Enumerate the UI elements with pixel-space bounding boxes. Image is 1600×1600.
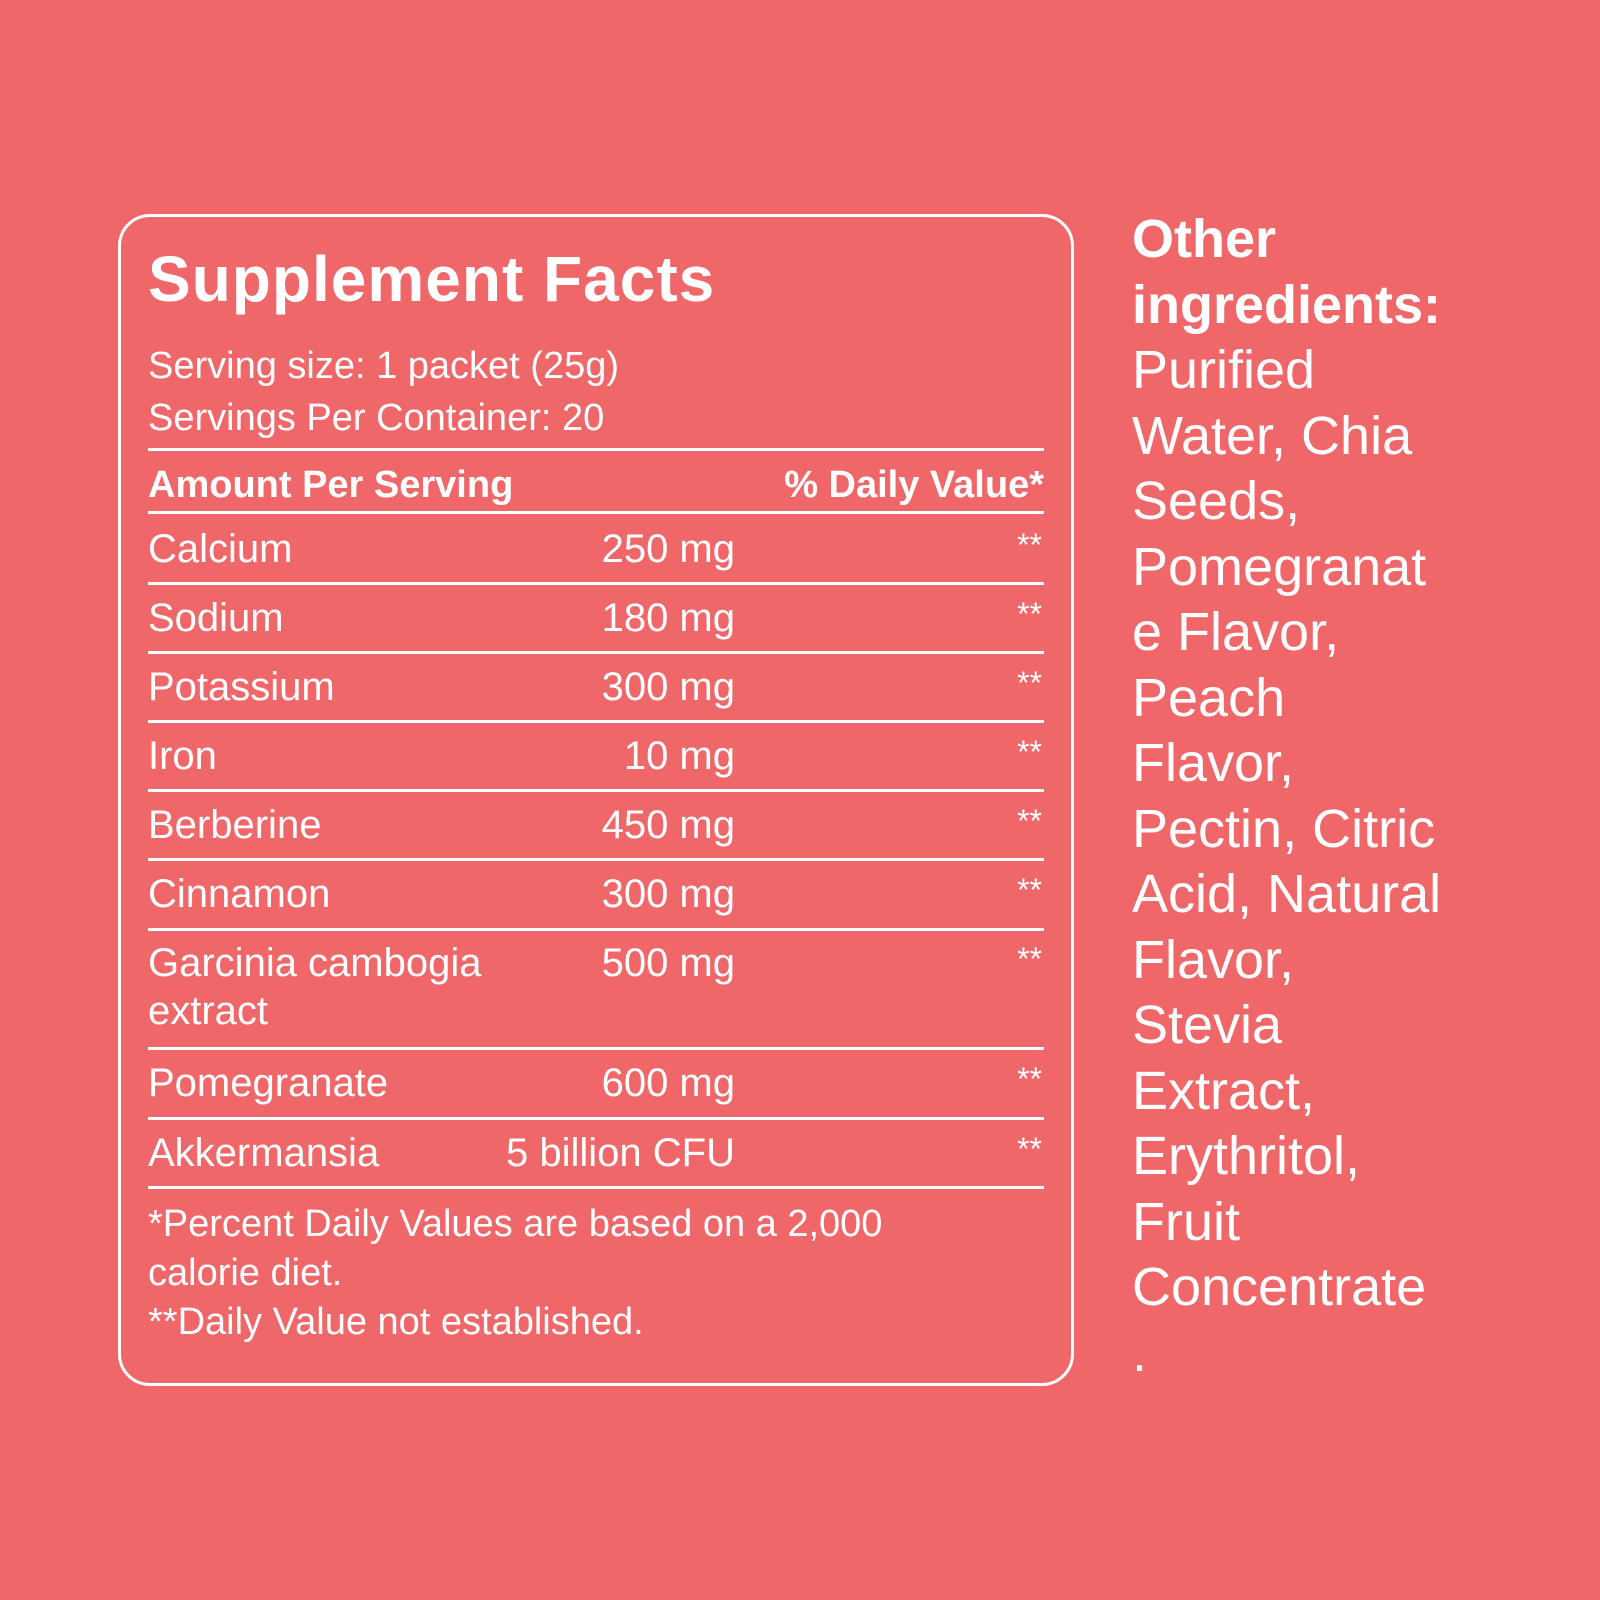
divider bbox=[148, 511, 1044, 514]
ingredient-line: e Flavor, bbox=[1132, 602, 1340, 662]
nutrient-name-line: Garcinia cambogia bbox=[148, 941, 482, 985]
divider bbox=[148, 928, 1044, 931]
footnote-line: *Percent Daily Values are based on a 2,0… bbox=[148, 1203, 883, 1245]
footnote-line: **Daily Value not established. bbox=[148, 1301, 644, 1343]
divider bbox=[148, 1186, 1044, 1189]
nutrient-amount: 300 mg bbox=[601, 872, 735, 916]
nutrient-amount: 450 mg bbox=[601, 803, 735, 847]
divider bbox=[148, 1047, 1044, 1050]
servings-per-container: Servings Per Container: 20 bbox=[148, 397, 605, 439]
nutrient-amount: 10 mg bbox=[623, 734, 735, 778]
ingredient-line: Acid, Natural bbox=[1132, 864, 1442, 924]
divider bbox=[148, 720, 1044, 723]
other-ingredients: Other ingredients: Purified Water, Chia … bbox=[1132, 206, 1572, 1386]
nutrient-daily-value: ** bbox=[1017, 734, 1042, 770]
divider bbox=[148, 858, 1044, 861]
supplement-facts-panel bbox=[118, 214, 1074, 1386]
ingredient-line: Concentrate bbox=[1132, 1257, 1427, 1317]
nutrient-name: Cinnamon bbox=[148, 872, 331, 916]
nutrient-name: Berberine bbox=[148, 803, 322, 847]
ingredient-line: Flavor, bbox=[1132, 733, 1295, 793]
divider bbox=[148, 789, 1044, 792]
ingredient-line: Water, Chia bbox=[1132, 405, 1413, 466]
footnote-line: calorie diet. bbox=[148, 1252, 343, 1294]
other-ingredients-title: Other ingredients: bbox=[1132, 206, 1572, 338]
nutrient-daily-value: ** bbox=[1017, 527, 1042, 563]
nutrient-daily-value: ** bbox=[1017, 803, 1042, 839]
nutrient-name: Pomegranate bbox=[148, 1061, 389, 1105]
nutrient-amount: 180 mg bbox=[601, 596, 735, 640]
ingredient-line: . bbox=[1132, 1322, 1148, 1383]
other-ingredients-title-line: ingredients: bbox=[1132, 275, 1442, 335]
divider bbox=[148, 582, 1044, 585]
nutrient-name: Akkermansia bbox=[148, 1131, 380, 1175]
nutrient-name: Calcium bbox=[148, 527, 293, 571]
serving-info: Serving size: 1 packet (25g) Servings Pe… bbox=[148, 340, 619, 444]
divider bbox=[148, 448, 1044, 451]
ingredient-line: Fruit bbox=[1132, 1191, 1240, 1252]
nutrient-daily-value: ** bbox=[1017, 1061, 1042, 1097]
footnotes: *Percent Daily Values are based on a 2,0… bbox=[148, 1200, 1048, 1347]
ingredient-line: Flavor, bbox=[1132, 929, 1295, 990]
ingredient-line: Erythritol, bbox=[1132, 1126, 1361, 1186]
nutrient-daily-value: ** bbox=[1017, 872, 1042, 908]
divider bbox=[148, 1117, 1044, 1120]
nutrient-amount: 500 mg bbox=[601, 941, 735, 985]
ingredient-line: Stevia bbox=[1132, 995, 1283, 1055]
ingredient-line: Pectin, Citric bbox=[1132, 798, 1436, 859]
nutrient-name: Iron bbox=[148, 734, 217, 778]
nutrient-daily-value: ** bbox=[1017, 941, 1042, 977]
other-ingredients-list: Purified Water, Chia Seeds, Pomegranat e… bbox=[1132, 338, 1572, 1386]
other-ingredients-title-line: Other bbox=[1132, 209, 1277, 269]
nutrient-daily-value: ** bbox=[1017, 1131, 1042, 1167]
ingredient-line: Extract, bbox=[1132, 1060, 1316, 1121]
ingredient-line: Pomegranat bbox=[1132, 536, 1427, 597]
serving-size: Serving size: 1 packet (25g) bbox=[148, 345, 620, 387]
ingredient-line: Seeds, bbox=[1132, 471, 1301, 531]
nutrient-name: Sodium bbox=[148, 596, 284, 640]
divider bbox=[148, 651, 1044, 654]
nutrient-daily-value: ** bbox=[1017, 665, 1042, 701]
nutrient-daily-value: ** bbox=[1017, 596, 1042, 632]
nutrient-name-line: extract bbox=[148, 989, 269, 1033]
nutrient-amount: 300 mg bbox=[601, 665, 735, 709]
ingredient-line: Peach bbox=[1132, 667, 1286, 728]
header-amount-per-serving: Amount Per Serving bbox=[148, 464, 514, 506]
nutrient-amount: 600 mg bbox=[601, 1061, 735, 1105]
supplement-facts-title: Supplement Facts bbox=[148, 243, 716, 315]
nutrient-name: Potassium bbox=[148, 665, 335, 709]
ingredient-line: Purified bbox=[1132, 340, 1316, 400]
nutrient-amount: 5 billion CFU bbox=[506, 1131, 735, 1175]
header-daily-value: % Daily Value* bbox=[784, 464, 1044, 506]
nutrient-name: Garcinia cambogia extract bbox=[148, 939, 482, 1035]
nutrient-amount: 250 mg bbox=[601, 527, 735, 571]
